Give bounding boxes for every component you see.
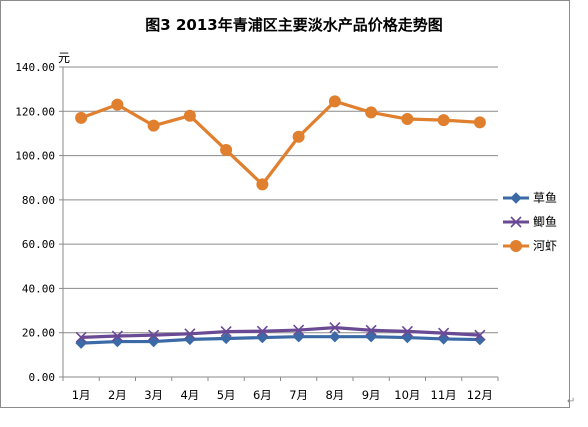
data-point-1	[437, 333, 450, 345]
x-tick-label: 5月	[217, 388, 236, 402]
data-point-3	[437, 114, 450, 127]
y-tick-label: 0.00	[29, 371, 56, 384]
data-point-3	[256, 178, 269, 191]
legend-marker	[510, 192, 522, 204]
x-tick-label: 1月	[72, 388, 91, 402]
data-point-2	[220, 326, 232, 338]
x-tick-label: 12月	[467, 388, 493, 402]
data-point-1	[75, 337, 87, 349]
x-tick-label: 8月	[325, 388, 344, 402]
y-tick-label: 100.00	[15, 150, 55, 163]
legend-marker	[510, 240, 522, 252]
data-point-3	[220, 144, 233, 157]
y-tick-label: 80.00	[22, 194, 55, 207]
data-point-2	[401, 325, 413, 337]
data-point-3	[401, 113, 414, 126]
data-point-2	[256, 325, 268, 337]
x-tick-label: 4月	[180, 388, 199, 402]
chart-frame	[0, 0, 570, 408]
data-point-2	[184, 328, 196, 340]
data-point-2	[474, 329, 486, 341]
data-point-1	[220, 332, 232, 345]
y-tick-label: 120.00	[15, 105, 55, 118]
x-tick-label: 3月	[144, 388, 163, 402]
paragraph-mark: ↵	[567, 396, 576, 407]
y-tick-label: 20.00	[22, 327, 55, 340]
legend-label: 河虾	[533, 239, 557, 253]
x-tick-label: 9月	[362, 388, 381, 402]
y-tick-label: 140.00	[15, 61, 55, 74]
data-point-2	[365, 324, 377, 336]
x-tick-label: 11月	[431, 388, 457, 402]
data-point-3	[147, 119, 160, 132]
data-point-1	[292, 330, 305, 343]
series-line-3	[80, 99, 480, 186]
chart-title: 图3 2013年青浦区主要淡水产品价格走势图	[145, 16, 442, 34]
series-line-2	[81, 326, 480, 339]
data-point-3	[292, 130, 305, 143]
x-tick-label: 6月	[253, 388, 272, 402]
data-point-3	[365, 106, 378, 119]
x-tick-label: 10月	[394, 388, 420, 402]
data-point-2	[75, 331, 87, 343]
x-tick-label: 2月	[108, 388, 127, 402]
data-point-3	[111, 98, 124, 111]
y-axis-unit: 元	[58, 51, 70, 65]
data-point-2	[111, 330, 123, 342]
data-point-1	[401, 331, 414, 344]
legend-label: 鲫鱼	[533, 215, 557, 229]
data-point-1	[256, 331, 269, 344]
data-point-2	[329, 322, 341, 334]
data-point-1	[147, 335, 160, 348]
data-point-3	[183, 109, 196, 122]
data-point-3	[328, 95, 341, 108]
data-point-2	[438, 327, 450, 339]
data-point-3	[75, 111, 88, 124]
series-line-1	[81, 335, 480, 345]
y-tick-label: 60.00	[22, 238, 55, 251]
y-tick-label: 40.00	[22, 282, 55, 295]
data-point-1	[111, 335, 124, 348]
data-point-1	[329, 330, 341, 343]
data-point-2	[148, 329, 160, 341]
data-point-1	[365, 330, 377, 343]
legend-marker	[510, 216, 522, 228]
data-point-2	[293, 324, 305, 336]
x-tick-label: 7月	[289, 388, 308, 402]
legend-label: 草鱼	[533, 191, 557, 205]
data-point-3	[473, 116, 486, 129]
data-point-1	[184, 333, 196, 346]
